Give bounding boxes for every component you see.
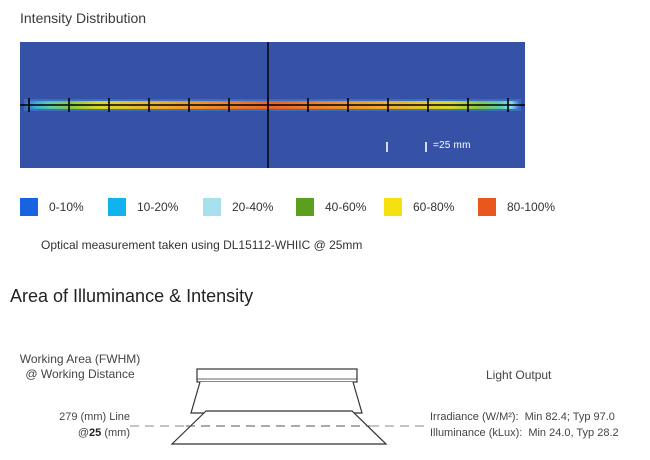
intensity-distribution-title: Intensity Distribution <box>20 10 147 26</box>
legend-swatch <box>478 198 496 216</box>
legend-item: 40-60% <box>296 198 366 216</box>
legend-label: 80-100% <box>507 200 556 214</box>
illuminance-value: Min 24.0, Typ 28.2 <box>528 427 619 439</box>
intensity-heatmap <box>20 42 525 168</box>
legend-label: 60-80% <box>413 200 455 214</box>
legend-swatch <box>108 198 126 216</box>
illuminance-label: Illuminance (kLux): <box>430 427 523 439</box>
irradiance-label: Irradiance (W/M²): <box>430 411 519 423</box>
legend-item: 20-40% <box>203 198 273 216</box>
working-area-line2: @ Working Distance <box>25 367 135 381</box>
legend-swatch <box>203 198 221 216</box>
legend-label: 20-40% <box>232 200 274 214</box>
scale-bar-label: =25 mm <box>433 140 471 151</box>
line-label-distance: @25 (mm) <box>20 425 130 441</box>
legend-item: 80-100% <box>478 198 555 216</box>
line-label-unit: (mm) <box>104 427 130 439</box>
measurement-note: Optical measurement taken using DL15112-… <box>41 238 363 252</box>
working-area-line1: Working Area (FWHM) <box>19 352 141 366</box>
line-label: 279 (mm) Line @25 (mm) <box>20 409 130 441</box>
working-area-label: Working Area (FWHM) @ Working Distance <box>10 352 150 382</box>
irradiance-row: Irradiance (W/M²): Min 82.4; Typ 97.0 <box>430 411 615 423</box>
line-label-length: 279 (mm) Line <box>59 411 130 423</box>
legend-item: 10-20% <box>108 198 178 216</box>
legend-label: 0-10% <box>49 200 84 214</box>
illuminance-row: Illuminance (kLux): Min 24.0, Typ 28.2 <box>430 427 619 439</box>
heatmap-graphic <box>20 42 525 168</box>
irradiance-value: Min 82.4; Typ 97.0 <box>524 411 615 423</box>
legend-swatch <box>384 198 402 216</box>
fixture-body <box>190 381 363 414</box>
fixture-top-cap <box>196 368 358 383</box>
line-label-distance-value: 25 <box>89 427 102 439</box>
legend-swatch <box>296 198 314 216</box>
line-label-at: @ <box>77 427 90 439</box>
legend-label: 10-20% <box>137 200 179 214</box>
area-section-title: Area of Illuminance & Intensity <box>10 286 254 306</box>
heatmap-ticks <box>28 98 509 112</box>
light-output-label: Light Output <box>486 368 552 382</box>
legend-label: 40-60% <box>325 200 367 214</box>
legend-swatch <box>20 198 38 216</box>
legend-item: 0-10% <box>20 198 84 216</box>
legend-item: 60-80% <box>384 198 454 216</box>
fixture-lens <box>170 410 388 445</box>
